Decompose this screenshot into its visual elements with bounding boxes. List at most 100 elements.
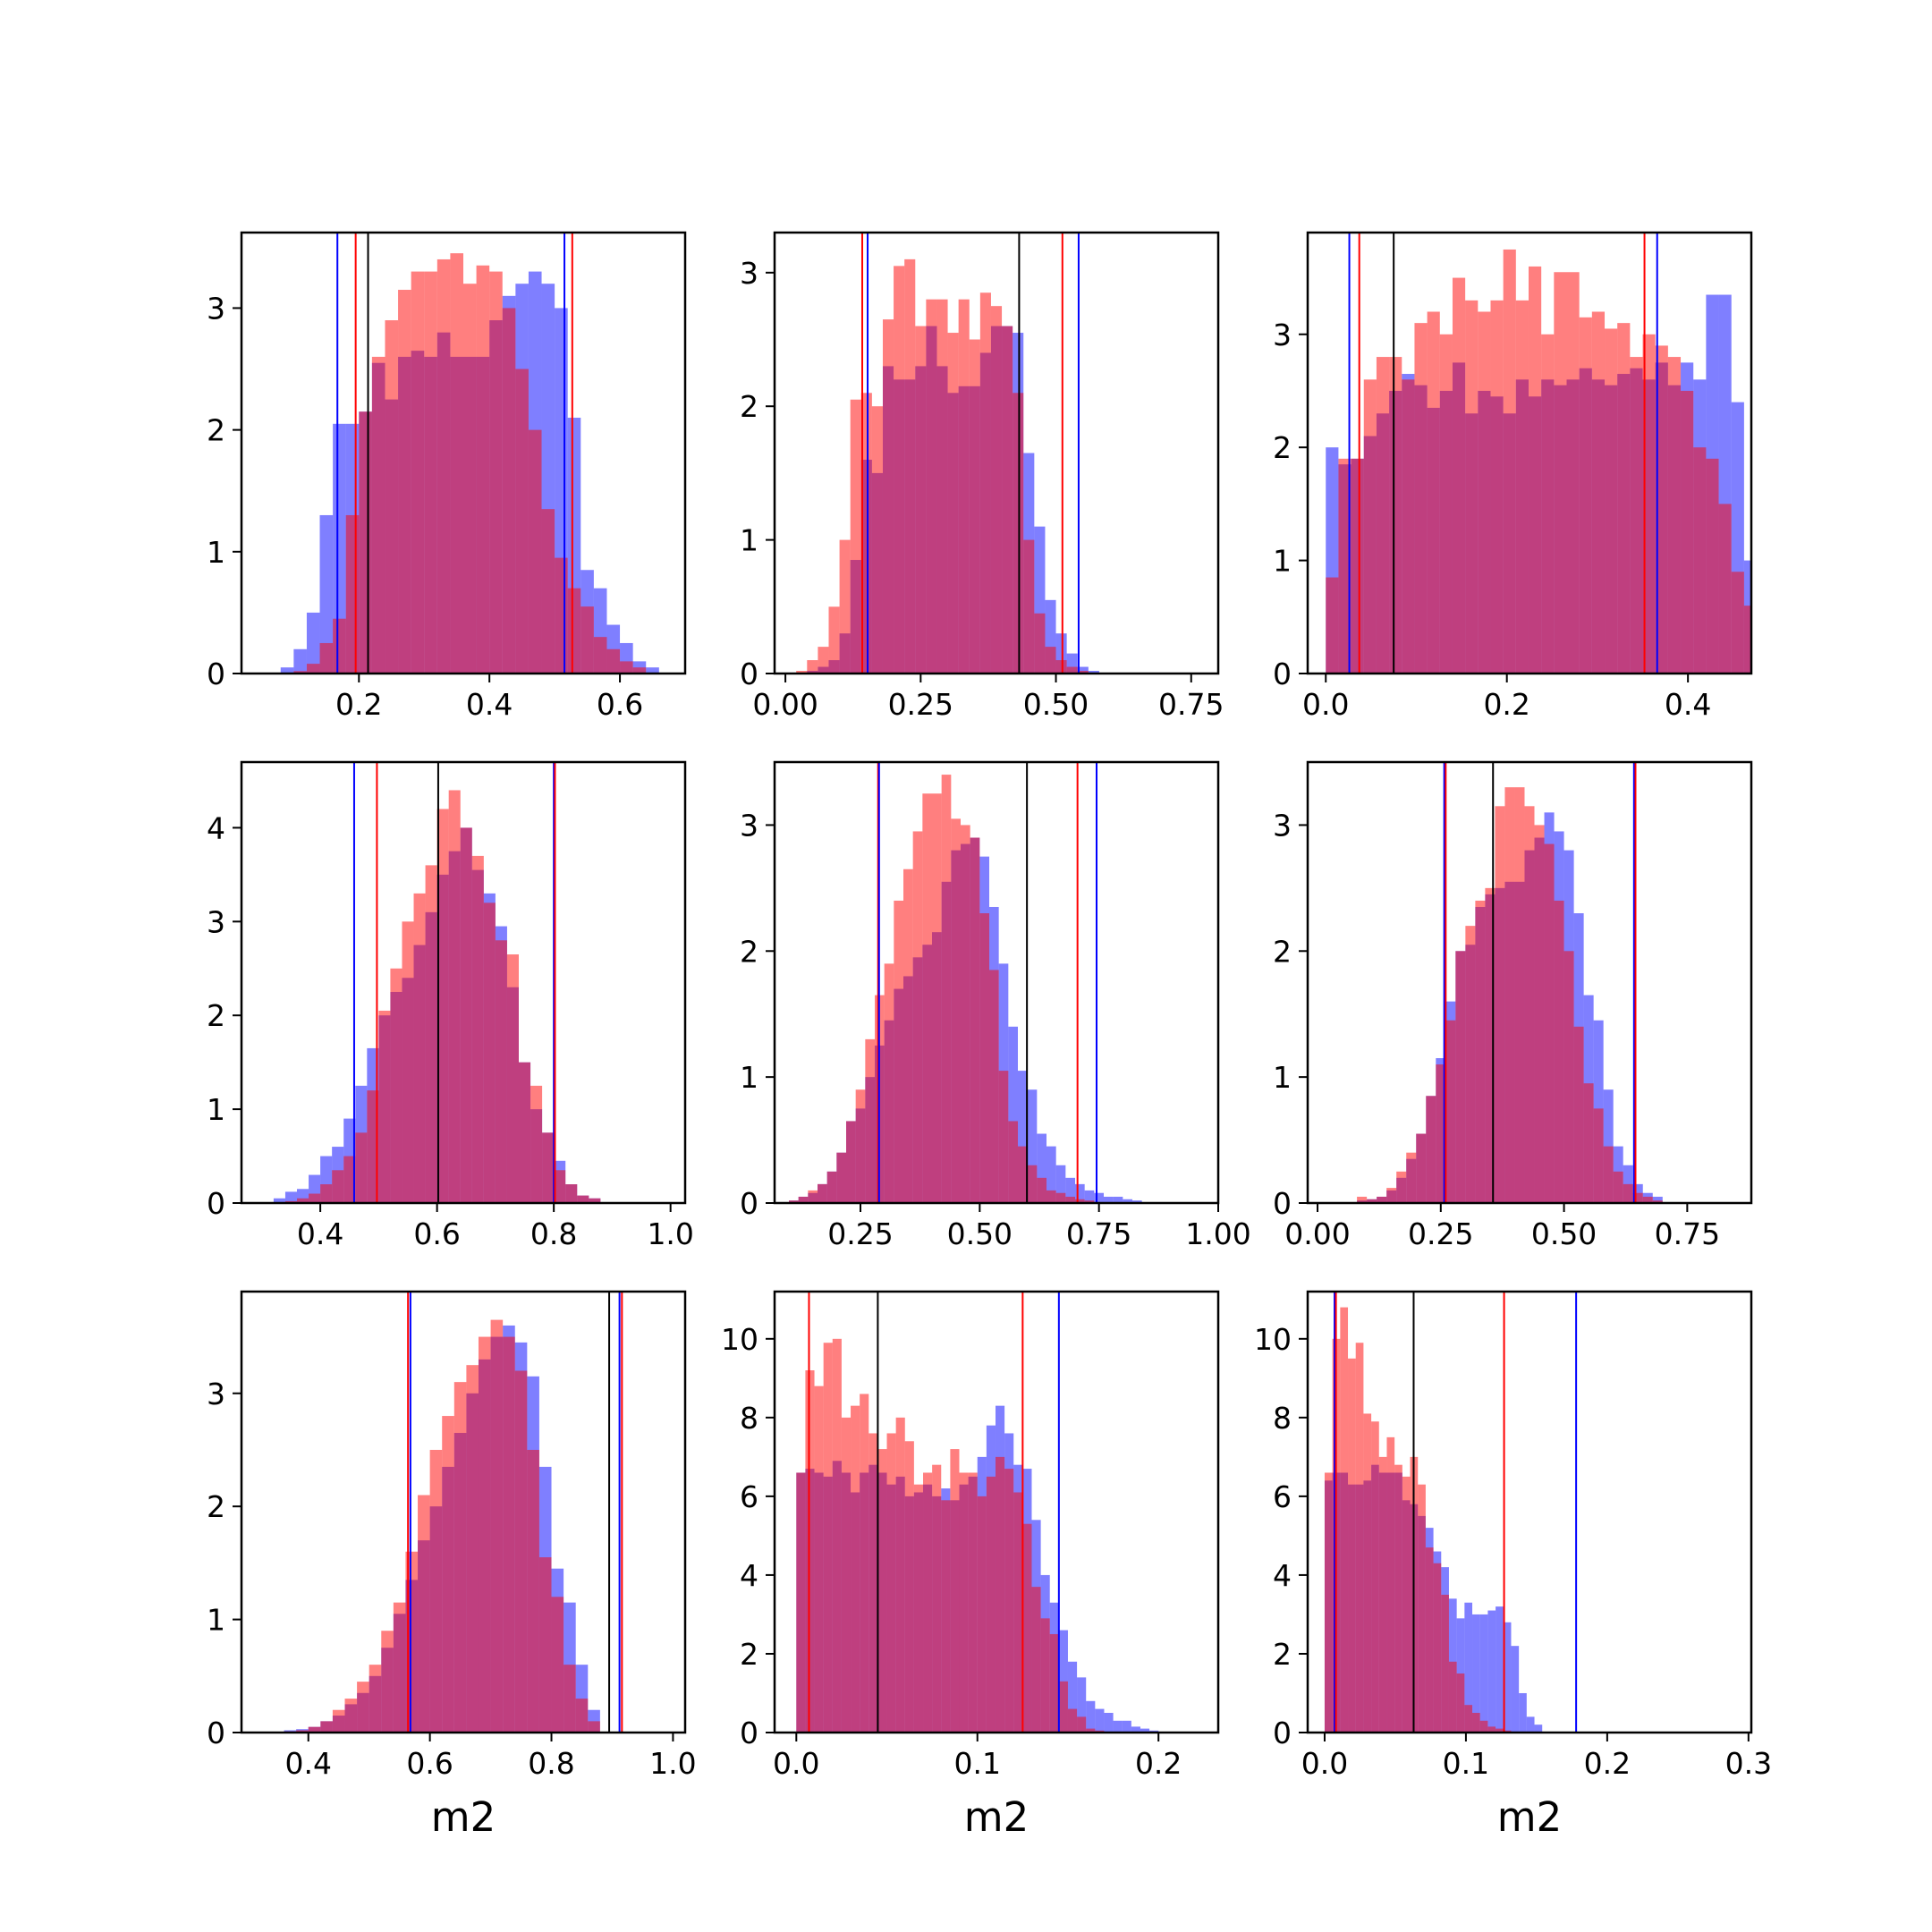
histogram-bar <box>977 1496 987 1733</box>
histogram-bar <box>796 671 808 674</box>
histogram-bar <box>1086 1728 1096 1733</box>
histogram-bar <box>1008 1121 1018 1203</box>
histogram-bar <box>296 1730 309 1733</box>
histogram-bar <box>453 1382 467 1733</box>
histogram-bar <box>1472 1614 1480 1733</box>
histogram-bar <box>424 271 437 674</box>
histogram-bar <box>1402 379 1415 674</box>
x-tick-label: 0.50 <box>947 1216 1013 1251</box>
histogram-bar <box>860 393 872 674</box>
histogram-bar <box>1378 1456 1387 1733</box>
histogram-bar <box>1769 651 1782 674</box>
histogram-bar <box>1433 1563 1442 1733</box>
histogram-bar <box>588 1721 600 1733</box>
histogram-bar <box>297 1198 309 1203</box>
histogram-bar <box>460 827 472 1203</box>
histogram-series-2 <box>284 1319 600 1733</box>
histogram-bar <box>1487 1726 1496 1733</box>
histogram-bar <box>355 1132 368 1203</box>
histogram-bar <box>1475 900 1486 1203</box>
y-tick-label: 4 <box>740 1558 758 1593</box>
histogram-bar <box>1065 1196 1075 1203</box>
histogram-bar <box>293 648 307 674</box>
histogram-bar <box>1348 1358 1356 1733</box>
histogram-bar <box>1086 1700 1096 1733</box>
histogram-bar <box>950 1449 960 1733</box>
histogram-bar <box>1731 572 1744 674</box>
x-tick-label: 0.3 <box>1725 1746 1772 1781</box>
histogram-panel-9: 0.0 0.1 0.2 0.3 0 2 4 6 8 10 m2 <box>1254 1290 1772 1841</box>
x-tick-label: 0.2 <box>335 687 382 722</box>
histogram-bar <box>1593 1108 1604 1203</box>
x-tick-label: 0.2 <box>1483 687 1530 722</box>
y-tick-label: 6 <box>1273 1479 1292 1514</box>
histogram-bar <box>871 406 883 674</box>
histogram-bar <box>402 921 414 1203</box>
histogram-bar <box>1503 249 1516 674</box>
histogram-bar <box>450 253 463 674</box>
histogram-bar <box>1642 1196 1653 1203</box>
plot-area <box>1357 762 1663 1203</box>
histogram-bar <box>1002 326 1013 674</box>
histogram-bar <box>1067 1661 1078 1733</box>
histogram-bar <box>632 667 647 674</box>
x-tick-label: 0.50 <box>1531 1216 1597 1251</box>
histogram-bar <box>998 1071 1009 1203</box>
histogram-bar <box>359 411 372 674</box>
histogram-panel-7: 0.4 0.6 0.8 1.0 0 1 2 3 m2 <box>207 1290 697 1841</box>
x-tick-label: 0.4 <box>1665 687 1711 722</box>
histogram-bar <box>1004 1469 1014 1733</box>
histogram-bar <box>1027 1165 1038 1203</box>
y-tick-label: 3 <box>740 256 758 291</box>
x-tick-label: 0.6 <box>406 1746 453 1781</box>
histogram-bar <box>959 1472 969 1733</box>
histogram-bar <box>1503 1622 1512 1733</box>
y-tick-label: 3 <box>207 904 225 939</box>
histogram-bar <box>1023 539 1035 674</box>
histogram-bar <box>357 1682 369 1733</box>
y-tick-label: 2 <box>1273 1637 1292 1672</box>
histogram-bar <box>1363 1413 1372 1733</box>
histogram-bar <box>519 1062 531 1203</box>
histogram-bar <box>567 588 581 674</box>
x-tick-label: 0.1 <box>954 1746 1001 1781</box>
histogram-bar <box>542 1132 555 1203</box>
histogram-bar <box>1632 1192 1643 1203</box>
histogram-bar <box>894 266 905 674</box>
histogram-bar <box>398 290 411 674</box>
histogram-bar <box>393 1602 406 1733</box>
histogram-bar <box>293 671 307 674</box>
histogram-bar <box>1573 1026 1584 1203</box>
histogram-bar <box>1495 806 1505 1203</box>
histogram-series-2 <box>1326 249 1782 674</box>
histogram-bar <box>1478 311 1491 674</box>
histogram-bar <box>814 1385 824 1733</box>
x-tick-label: 0.6 <box>413 1216 460 1251</box>
histogram-series-2 <box>796 258 1089 674</box>
histogram-bar <box>436 809 449 1203</box>
histogram-bar <box>1022 1523 1032 1733</box>
histogram-bar <box>1456 1673 1465 1733</box>
histogram-bar <box>1008 1026 1018 1203</box>
histogram-bar <box>1027 1089 1038 1203</box>
histogram-panel-1: 0.2 0.4 0.6 0 1 2 3 <box>207 231 687 722</box>
histogram-bar <box>541 509 555 674</box>
histogram-bar <box>1077 666 1089 674</box>
y-tick-label: 4 <box>1273 1558 1292 1593</box>
histogram-bar <box>1623 1183 1633 1203</box>
axes-frame <box>240 760 687 1205</box>
histogram-bar <box>1448 1661 1457 1733</box>
histogram-bar <box>1049 1633 1059 1733</box>
histogram-bar <box>1355 1343 1364 1733</box>
histogram-bar <box>1534 825 1545 1203</box>
histogram-bar <box>926 299 937 674</box>
histogram-bar <box>1075 1183 1085 1203</box>
histogram-bar <box>1554 272 1567 674</box>
histogram-bar <box>865 1038 875 1203</box>
histogram-bar <box>1402 1476 1411 1733</box>
y-tick-label: 3 <box>207 1377 225 1411</box>
histogram-bar <box>986 1476 996 1733</box>
histogram-bar <box>1055 660 1067 674</box>
x-tick-label: 0.4 <box>297 1216 343 1251</box>
histogram-bar <box>1652 1200 1663 1203</box>
